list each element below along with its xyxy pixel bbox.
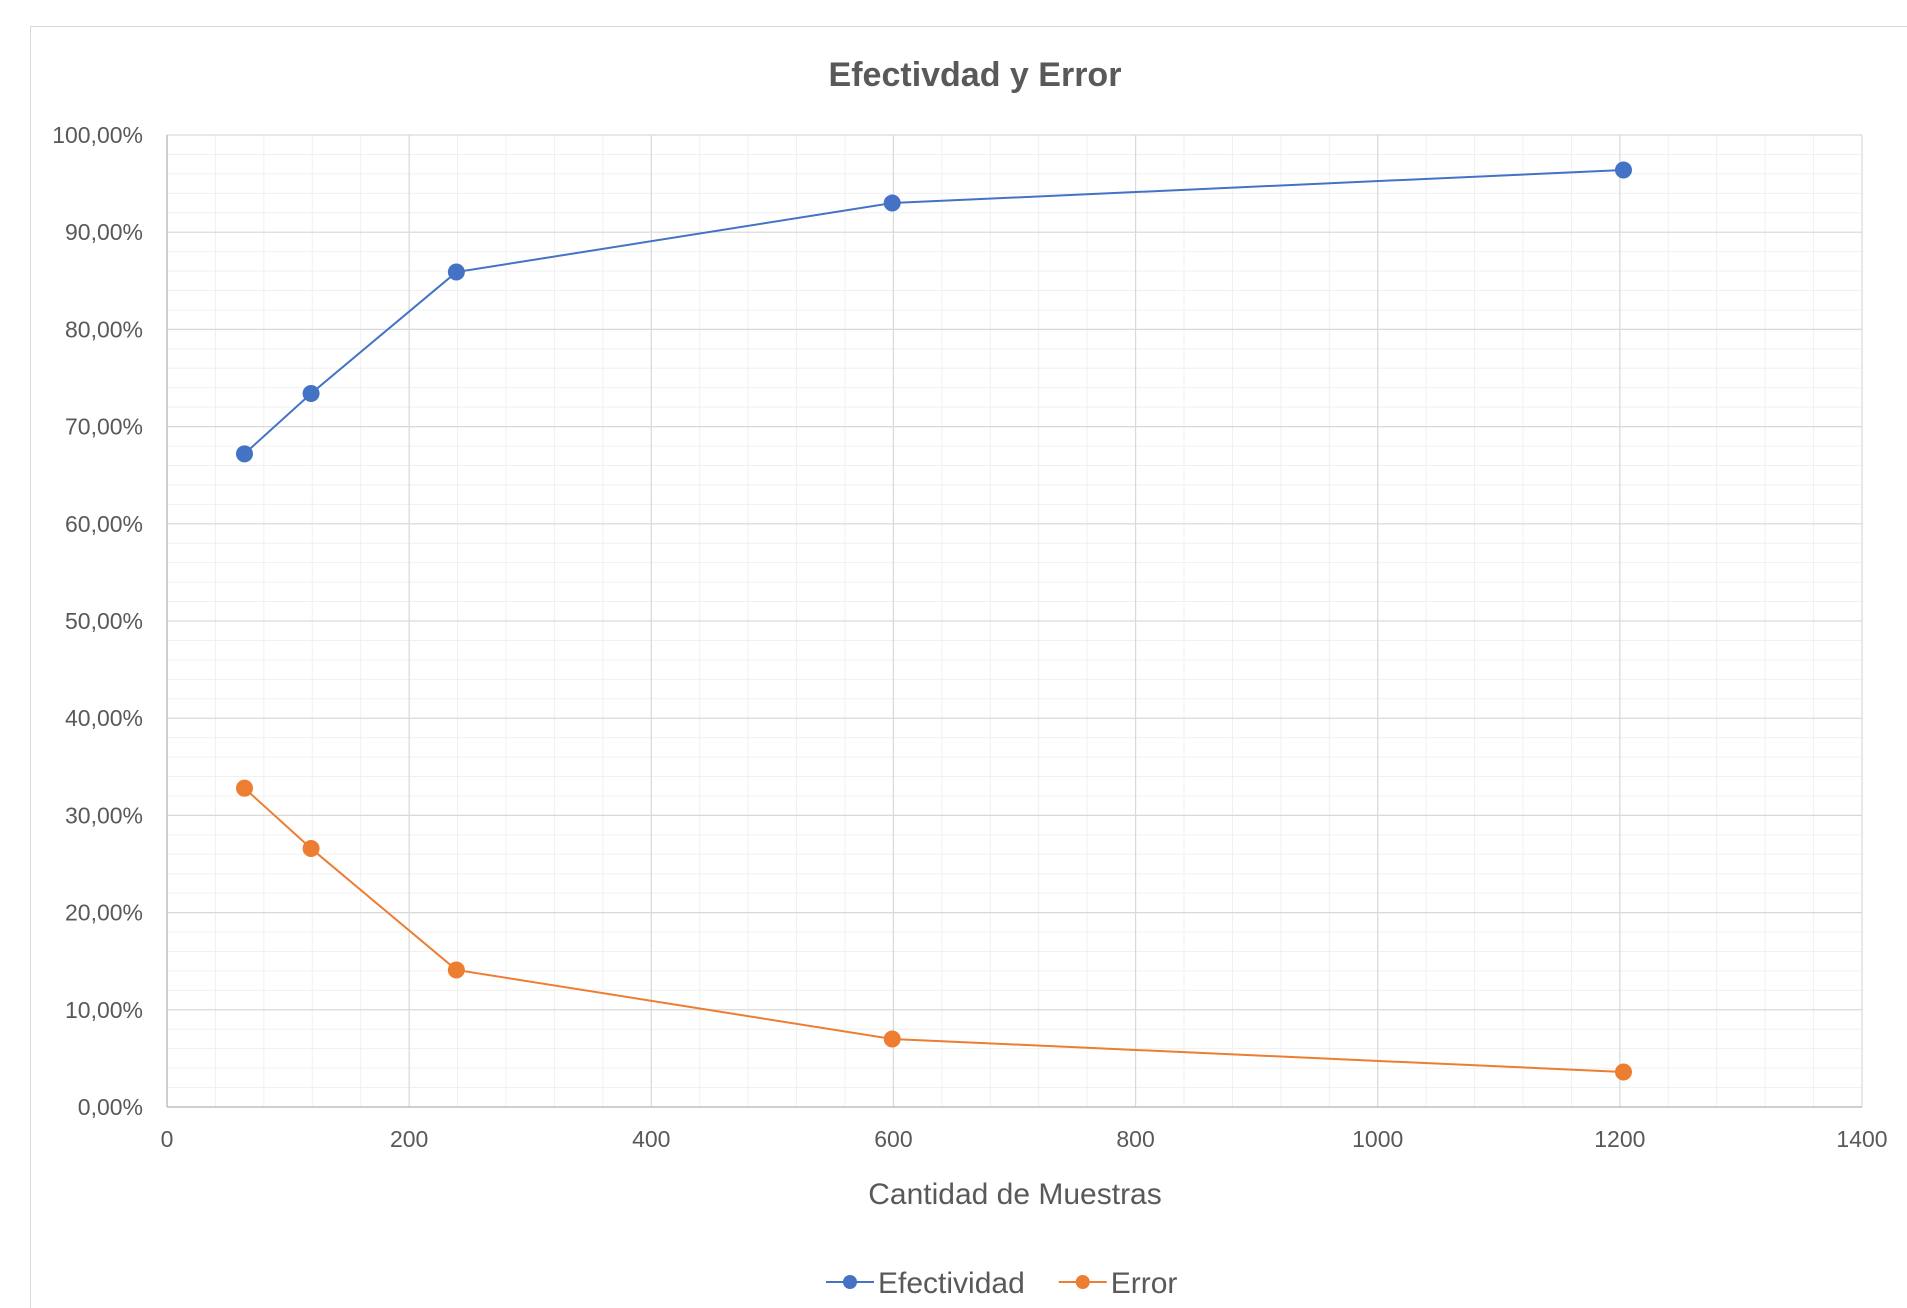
x-tick-label: 800 xyxy=(1116,1126,1154,1152)
data-point-error xyxy=(235,779,253,797)
x-tick-labels: 0 200 400 600 800 1000 1200 1400 xyxy=(161,1126,1888,1152)
data-point-error xyxy=(447,961,465,979)
x-tick-label: 200 xyxy=(390,1126,428,1152)
y-tick-label: 80,00% xyxy=(65,316,143,342)
x-tick-label: 400 xyxy=(632,1126,670,1152)
legend: Efectividad Error xyxy=(826,1267,1177,1300)
data-point-error xyxy=(883,1030,901,1048)
legend-label-error: Error xyxy=(1111,1267,1178,1300)
legend-label-efectividad: Efectividad xyxy=(878,1267,1025,1300)
series-efectividad xyxy=(235,161,1632,463)
data-point-efectividad xyxy=(883,194,901,212)
data-point-efectividad xyxy=(447,263,465,281)
y-tick-label: 10,00% xyxy=(65,997,143,1023)
legend-marker-error xyxy=(1075,1275,1090,1289)
axes xyxy=(166,135,1862,1108)
y-tick-label: 0,00% xyxy=(78,1094,143,1120)
y-tick-label: 60,00% xyxy=(65,511,143,537)
y-tick-label: 90,00% xyxy=(65,219,143,245)
data-point-error xyxy=(302,839,320,857)
data-point-error xyxy=(1614,1063,1632,1081)
y-tick-label: 100,00% xyxy=(52,122,143,148)
series-layer xyxy=(235,161,1632,1081)
x-tick-label: 1200 xyxy=(1594,1126,1645,1152)
chart-title: Efectivdad y Error xyxy=(829,56,1122,94)
y-tick-label: 30,00% xyxy=(65,802,143,828)
chart-frame xyxy=(30,26,1907,1308)
major-gridlines xyxy=(167,134,1863,1107)
data-point-efectividad xyxy=(1614,161,1632,179)
legend-marker-efectividad xyxy=(843,1275,857,1289)
series-error xyxy=(235,779,1632,1081)
x-tick-label: 1400 xyxy=(1836,1126,1887,1152)
data-point-efectividad xyxy=(302,385,320,403)
x-tick-label: 1000 xyxy=(1352,1126,1403,1152)
y-tick-label: 70,00% xyxy=(65,414,143,440)
x-axis-label: Cantidad de Muestras xyxy=(868,1178,1162,1211)
x-tick-label: 600 xyxy=(874,1126,912,1152)
y-tick-label: 40,00% xyxy=(65,705,143,731)
x-tick-label: 0 xyxy=(161,1126,174,1152)
legend-item-efectividad: Efectividad xyxy=(826,1267,1025,1300)
legend-item-error: Error xyxy=(1058,1267,1178,1300)
y-tick-labels: 0,00% 10,00% 20,00% 30,00% 40,00% 50,00% 60,00… xyxy=(52,122,143,1120)
data-point-efectividad xyxy=(235,445,253,463)
y-tick-label: 50,00% xyxy=(65,608,143,634)
y-tick-label: 20,00% xyxy=(65,900,143,926)
